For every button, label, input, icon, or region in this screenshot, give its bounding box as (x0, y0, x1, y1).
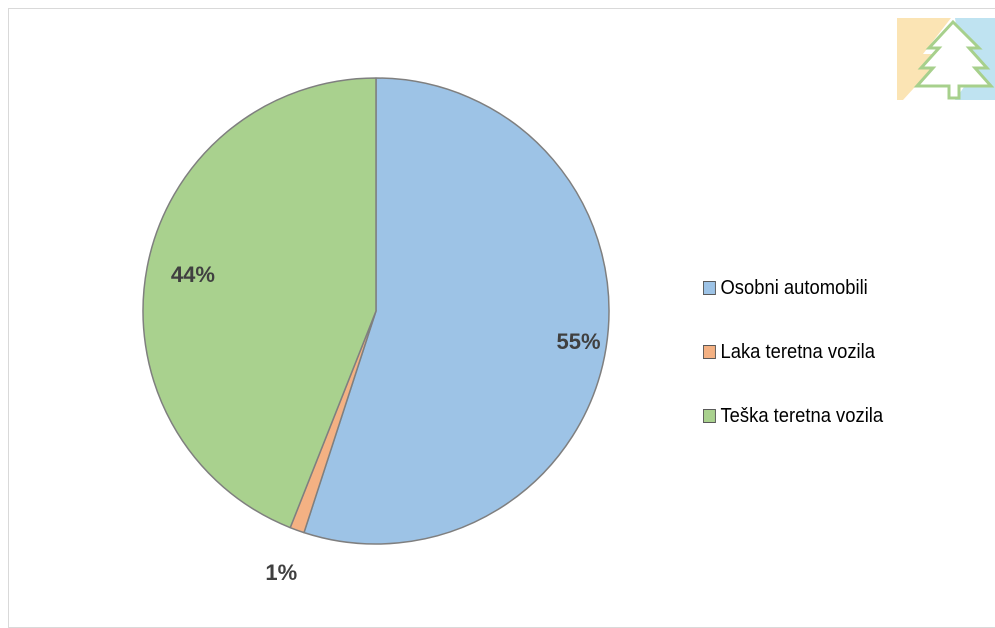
logo-tree-shape (913, 19, 995, 100)
legend-swatch-laka-teretna-vozila (703, 345, 716, 359)
pie-slice-osobni-automobili (303, 77, 610, 545)
data-label-laka-teretna-vozila: 1% (265, 560, 297, 585)
pie-chart: 55% 1% 44% (142, 77, 610, 585)
legend-label-laka-teretna-vozila: Laka teretna vozila (720, 340, 875, 363)
legend-label-osobni-automobili: Osobni automobili (720, 276, 868, 299)
pie-slice-teska-teretna-vozila (142, 77, 377, 529)
legend-swatch-osobni-automobili (703, 281, 716, 295)
chart-legend: Osobni automobili Laka teretna vozila Te… (703, 256, 899, 448)
data-label-osobni-automobili: 55% (556, 329, 600, 354)
legend-label-teska-teretna-vozila: Teška teretna vozila (720, 404, 884, 427)
pine-tree-logo-icon (897, 18, 995, 100)
legend-item-laka-teretna-vozila: Laka teretna vozila (703, 320, 883, 384)
legend-item-teska-teretna-vozila: Teška teretna vozila (703, 384, 883, 448)
legend-item-osobni-automobili: Osobni automobili (703, 256, 883, 320)
data-label-teska-teretna-vozila: 44% (171, 262, 215, 287)
logo-tan-shape (897, 18, 951, 100)
legend-swatch-teska-teretna-vozila (703, 409, 716, 423)
